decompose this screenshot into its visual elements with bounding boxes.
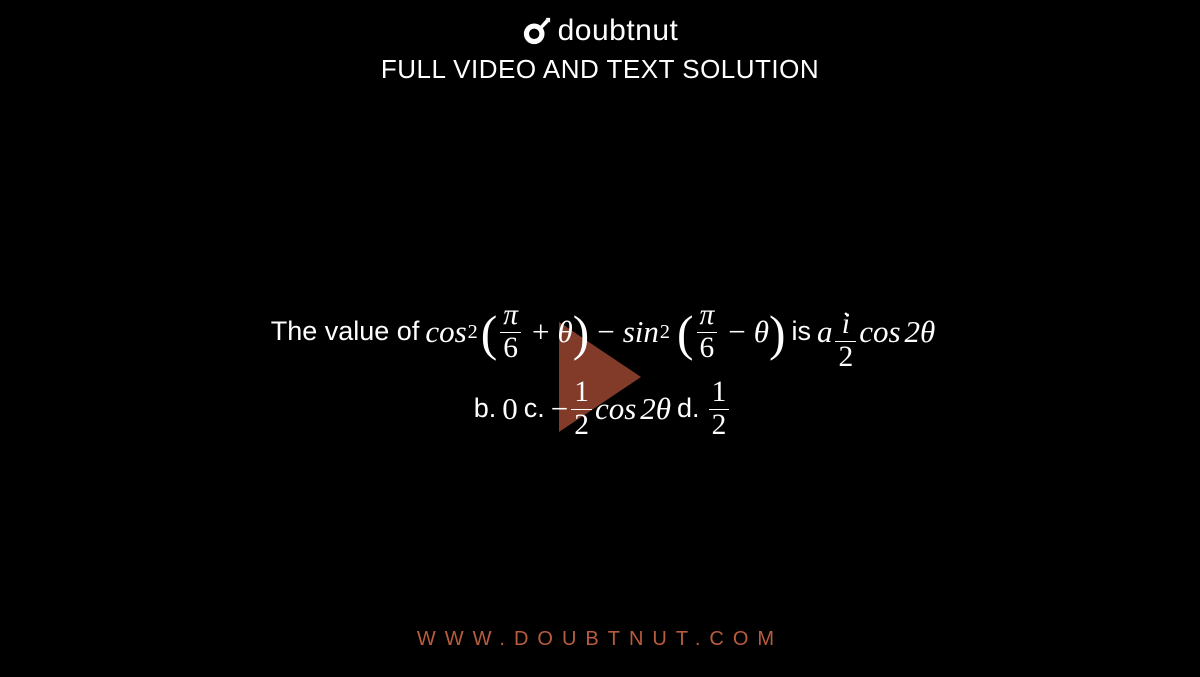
frac-1-2-d: 1 2 <box>709 378 730 440</box>
cos-fn: cos <box>425 307 466 357</box>
plus-1: + <box>532 307 549 357</box>
cos-a: cos <box>859 307 900 357</box>
theta-1: θ <box>557 307 572 357</box>
frac-idot-2: . i 2 <box>835 292 856 372</box>
two-theta-c: 2θ <box>640 384 671 434</box>
exp-2: 2 <box>468 316 478 348</box>
minus-2: − <box>728 307 745 357</box>
frac-pi6-2: π 6 <box>697 301 718 363</box>
connector: is <box>791 310 811 353</box>
theta-2: θ <box>754 307 769 357</box>
frac-pi6-1: π 6 <box>500 301 521 363</box>
math-line-2: b. 0 c. − 1 2 cos 2θ d. 1 2 <box>265 378 936 440</box>
minus-c: − <box>551 384 568 434</box>
video-thumbnail: doubtnut FULL VIDEO AND TEXT SOLUTION Th… <box>0 0 1200 677</box>
content-area: The value of cos2 ( π 6 + θ ) − sin2 ( π <box>0 55 1200 677</box>
brand-logo: doubtnut <box>522 14 679 48</box>
doubtnut-icon <box>522 16 552 46</box>
math-line-1: The value of cos2 ( π 6 + θ ) − sin2 ( π <box>265 292 936 372</box>
cos-c: cos <box>595 384 636 434</box>
i-dot: . i <box>842 306 850 340</box>
opt-b-val: 0 <box>502 384 518 434</box>
opt-c-label: c. <box>524 387 545 430</box>
exp-2b: 2 <box>660 316 670 348</box>
lead-text: The value of <box>271 310 420 353</box>
frac-1-2-c: 1 2 <box>571 378 592 440</box>
footer-url: WWW.DOUBTNUT.COM <box>0 628 1200 651</box>
opt-a-letter: a <box>817 307 833 357</box>
brand-name: doubtnut <box>558 14 679 48</box>
two-theta-a: 2θ <box>905 307 936 357</box>
opt-d-label: d. <box>677 387 700 430</box>
minus-mid: − <box>597 307 614 357</box>
opt-b-label: b. <box>474 387 497 430</box>
question-text: The value of cos2 ( π 6 + θ ) − sin2 ( π <box>205 286 996 446</box>
sin-fn: sin <box>623 307 659 357</box>
